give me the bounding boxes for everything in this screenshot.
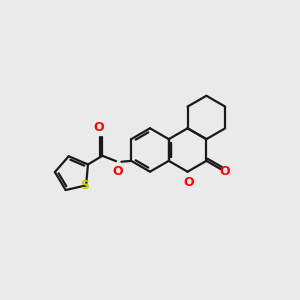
Text: O: O	[184, 176, 194, 189]
Text: O: O	[113, 165, 123, 178]
Text: O: O	[93, 122, 104, 134]
Text: O: O	[220, 165, 230, 178]
Text: S: S	[80, 179, 89, 192]
